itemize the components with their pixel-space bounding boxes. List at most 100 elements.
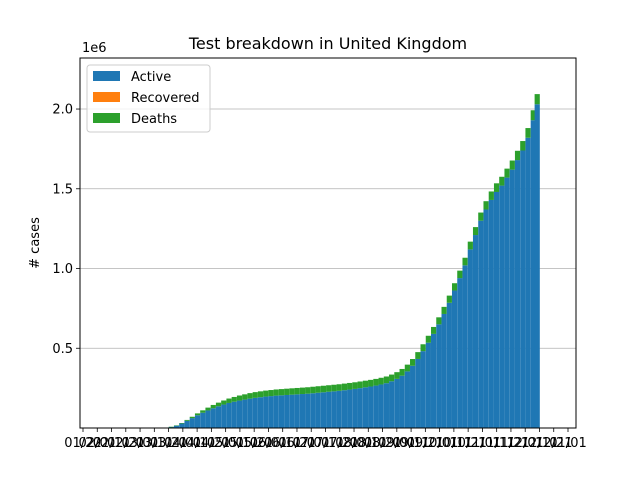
x-tick-label: 08/01 — [335, 436, 372, 451]
bar-active — [294, 394, 300, 428]
bar-deaths — [189, 416, 195, 419]
bar-active — [326, 391, 332, 428]
legend-label-active: Active — [131, 70, 171, 85]
x-tick-label: 08/11 — [350, 436, 387, 451]
bar-active — [441, 313, 447, 428]
bar-active — [534, 104, 540, 428]
bar-deaths — [231, 396, 237, 402]
bar-deaths — [488, 191, 494, 200]
x-tick-label: 09/21 — [407, 436, 444, 451]
bar-deaths — [404, 364, 410, 372]
bar-active — [231, 401, 237, 428]
bar-active — [257, 397, 264, 428]
bar-deaths — [331, 384, 337, 392]
x-tick-label: 05/01 — [207, 436, 244, 451]
bar-deaths — [410, 359, 416, 366]
bar-active — [226, 402, 232, 428]
bar-active — [284, 394, 290, 428]
bar-active — [373, 385, 379, 428]
bar-active — [525, 137, 531, 429]
bar-active — [509, 169, 515, 428]
x-tick-label: 11/01 — [464, 436, 501, 451]
x-tick-label: 03/21 — [150, 436, 187, 451]
bar-active — [252, 397, 258, 428]
bar-active — [436, 324, 442, 428]
bar-active — [242, 399, 248, 428]
bar-deaths — [184, 419, 190, 421]
bar-active — [457, 278, 463, 428]
bar-active — [305, 393, 311, 428]
bar-active — [336, 390, 342, 428]
bar-active — [431, 333, 437, 428]
bar-active — [341, 390, 348, 428]
bar-active — [368, 386, 374, 428]
bar-deaths — [310, 386, 316, 394]
bar-deaths — [499, 176, 505, 186]
x-tick-label: 12/21 — [535, 436, 572, 451]
bar-deaths — [200, 410, 206, 413]
y-tick-label: 1.0 — [52, 262, 73, 277]
x-tick-label: 04/21 — [193, 436, 230, 451]
x-tick-label: 08/21 — [364, 436, 401, 451]
bar-active — [268, 396, 274, 428]
bar-deaths — [394, 372, 400, 379]
bar-deaths — [352, 382, 358, 389]
bar-deaths — [472, 227, 479, 236]
bar-deaths — [336, 384, 342, 391]
chart-title: Test breakdown in United Kingdom — [188, 34, 467, 53]
bar-active — [189, 418, 195, 428]
x-tick-label: 02/21 — [107, 436, 144, 451]
bar-active — [362, 387, 369, 428]
bar-active — [200, 412, 206, 428]
bar-deaths — [257, 391, 264, 398]
bar-active — [499, 185, 505, 428]
bar-deaths — [389, 374, 395, 382]
x-tick-label: 04/01 — [164, 436, 201, 451]
bar-deaths — [252, 392, 258, 398]
bar-active — [530, 120, 536, 428]
x-tick-label: 06/11 — [264, 436, 301, 451]
bar-active — [299, 394, 306, 428]
bars — [129, 94, 540, 429]
x-tick-label: 02/01 — [79, 436, 116, 451]
bar-active — [247, 398, 253, 428]
bar-deaths — [357, 381, 363, 389]
bar-deaths — [305, 387, 311, 394]
bar-deaths — [436, 317, 442, 325]
x-tick-label: 02/11 — [93, 436, 130, 451]
x-tick-label: 10/21 — [449, 436, 486, 451]
bar-active — [173, 425, 180, 428]
bar-active — [404, 371, 410, 428]
bar-active — [315, 392, 321, 428]
bar-active — [352, 388, 358, 428]
bar-deaths — [534, 94, 540, 105]
bar-active — [478, 220, 484, 428]
bar-active — [278, 395, 285, 428]
x-tick-label: 09/01 — [378, 436, 415, 451]
legend-swatch-deaths — [93, 113, 120, 123]
bar-active — [425, 342, 431, 428]
bar-deaths — [383, 376, 389, 384]
bar-active — [347, 389, 353, 428]
bar-deaths — [194, 413, 201, 416]
bar-deaths — [205, 407, 211, 411]
bar-active — [446, 302, 452, 428]
bar-deaths — [221, 400, 227, 405]
bar-active — [194, 415, 201, 428]
bar-deaths — [242, 394, 248, 400]
legend: Active Recovered Deaths — [86, 64, 211, 133]
y-tick-label: 0.5 — [52, 342, 73, 357]
bar-active — [184, 420, 190, 428]
bar-active — [273, 395, 279, 429]
bar-active — [378, 384, 384, 428]
x-tick-label: 10/01 — [421, 436, 458, 451]
bar-deaths — [320, 385, 327, 393]
x-tick-label: 12/01 — [506, 436, 543, 451]
x-tick-label: 10/11 — [435, 436, 472, 451]
bar-active — [399, 375, 405, 428]
bar-deaths — [462, 257, 468, 266]
x-tick-label: 01/22 — [64, 436, 101, 451]
bar-active — [168, 426, 174, 428]
bar-active — [310, 393, 316, 428]
bar-deaths — [247, 393, 253, 399]
